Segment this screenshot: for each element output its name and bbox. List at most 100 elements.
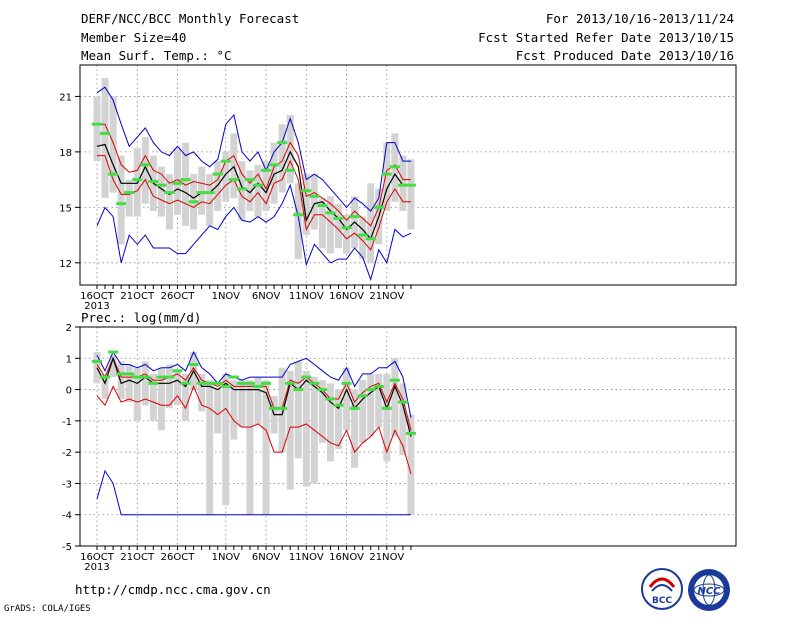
temp-spread-box xyxy=(117,155,125,245)
precip-spread-box xyxy=(101,373,109,399)
precip-ytick-label: 0 xyxy=(66,386,72,397)
forecast-period-label: For 2013/10/16-2013/11/24 xyxy=(545,11,734,26)
precip-spread-box xyxy=(343,367,351,431)
precip-spread-box xyxy=(206,380,214,515)
precip-spread-box xyxy=(262,380,270,515)
precip-ytick-label: -1 xyxy=(62,417,72,428)
temp-spread-box xyxy=(359,216,367,260)
temp-spread-box xyxy=(165,174,173,230)
temp-xtick-label: 6NOV xyxy=(252,291,281,302)
temp-ytick-label: 18 xyxy=(59,148,72,159)
chart-title: DERF/NCC/BCC Monthly Forecast xyxy=(81,11,300,26)
temp-spread-box xyxy=(254,164,262,217)
temp-outer-max-line xyxy=(96,86,411,212)
temp-spread-box xyxy=(310,174,318,230)
precip-outer-min-line xyxy=(96,469,411,516)
temp-xtick-label: 21NOV xyxy=(369,291,404,302)
temp-spread-box xyxy=(230,133,238,199)
precip-ytick-label: 1 xyxy=(66,354,72,365)
temp-axes-frame xyxy=(79,64,737,286)
temp-xtick-label: 21OCT xyxy=(120,291,155,302)
temp-spread-box xyxy=(294,183,302,260)
temp-spread-box xyxy=(286,114,294,184)
precip-spread-box xyxy=(359,380,367,443)
precip-ytick-label: -2 xyxy=(62,448,72,459)
precip-panel: -5 -4 -3 -2 -1 0 1 2 16OCT 21OCT 26OCT 1NOV 6NOV 11NO… xyxy=(62,323,737,573)
temp-spread-box xyxy=(238,161,246,221)
precip-spread-box xyxy=(367,373,375,437)
temp-spread-box xyxy=(343,214,351,254)
temp-year-label: 2013 xyxy=(84,301,109,312)
precip-spread-box xyxy=(407,414,415,515)
temp-spread-box xyxy=(109,96,117,193)
precip-xtick-label: 16NOV xyxy=(329,552,364,563)
precip-xtick-label: 1NOV xyxy=(212,552,241,563)
precip-ytick-label: -5 xyxy=(62,542,72,553)
precip-spread-box xyxy=(278,367,286,453)
precip-spread-box xyxy=(286,370,294,490)
precip-spread-box xyxy=(117,361,125,399)
precip-spread-box xyxy=(230,380,238,440)
temp-panel: 12 15 18 21 16OCT 21OCT 26OCT 1NOV 6NOV 11NOV 16NO… xyxy=(59,64,737,312)
temp-ensemble-mean-line xyxy=(96,143,411,240)
temp-spread-box xyxy=(399,155,407,212)
precip-ensemble-mean-line xyxy=(96,356,412,437)
precip-spread-box xyxy=(222,373,230,506)
temp-spread-box xyxy=(206,174,214,226)
temp-spread-box xyxy=(407,159,415,230)
precip-spread-box xyxy=(302,370,310,487)
precip-xtick-label: 21OCT xyxy=(120,552,155,563)
temp-xtick-label: 26OCT xyxy=(161,291,196,302)
temp-ytick-label: 12 xyxy=(59,259,72,270)
temp-ytick-label: 21 xyxy=(59,92,72,103)
temp-spread-box xyxy=(101,77,109,199)
precip-spread-box xyxy=(238,380,246,428)
precip-xtick-label: 16OCT xyxy=(80,552,115,563)
precip-spread-box xyxy=(149,373,157,421)
temp-spread-box xyxy=(383,142,391,212)
precip-axes-frame xyxy=(79,326,737,547)
temp-ytick-label: 15 xyxy=(59,203,72,214)
precip-spread-box xyxy=(165,364,173,409)
temp-spread-box xyxy=(174,148,181,215)
grads-credit: GrADS: COLA/IGES xyxy=(4,604,91,614)
precip-spread-box xyxy=(335,389,342,450)
temp-xtick-label: 11NOV xyxy=(289,291,324,302)
temp-spread-box xyxy=(318,198,326,249)
precip-ytick-label: -3 xyxy=(62,479,72,490)
temp-spread-box xyxy=(222,151,230,202)
source-url: http://cmdp.ncc.cma.gov.cn xyxy=(75,582,271,597)
precip-xtick-label: 6NOV xyxy=(252,552,281,563)
precip-ytick-label: -4 xyxy=(62,511,72,522)
temp-spread-box xyxy=(302,174,310,236)
precip-spread-box xyxy=(326,383,334,462)
temp-spread-box xyxy=(182,142,190,226)
precip-spread-box xyxy=(141,361,149,406)
temp-spread-box xyxy=(278,124,286,193)
precip-spread-box xyxy=(391,358,399,437)
temp-spread-box xyxy=(335,203,342,249)
precip-spread-box xyxy=(246,380,254,515)
temp-outer-min-line xyxy=(96,183,412,282)
precip-ytick-label: 2 xyxy=(66,323,72,334)
temp-spread-box xyxy=(246,170,254,212)
precip-spread-box xyxy=(157,367,165,431)
precip-year-label: 2013 xyxy=(84,562,109,573)
temp-variable-label: Mean Surf. Temp.: °C xyxy=(81,48,232,63)
precip-spread-box xyxy=(198,373,206,412)
precip-spread-box xyxy=(351,389,359,468)
precip-spread-box xyxy=(133,367,141,421)
precip-spread-box xyxy=(318,380,326,443)
precip-spread-box xyxy=(182,373,190,421)
fcst-produced-label: Fcst Produced Date 2013/10/16 xyxy=(515,48,734,63)
temp-xtick-label: 1NOV xyxy=(212,291,241,302)
precip-outer-max-line xyxy=(96,350,412,418)
precip-inner-min-line xyxy=(96,385,412,475)
precip-spread-box xyxy=(174,370,181,406)
precip-spread-box xyxy=(93,352,101,384)
temp-xtick-label: 16NOV xyxy=(329,291,364,302)
precip-xtick-label: 21NOV xyxy=(369,552,404,563)
fcst-started-label: Fcst Started Refer Date 2013/10/15 xyxy=(478,30,734,45)
precip-xtick-label: 26OCT xyxy=(161,552,196,563)
